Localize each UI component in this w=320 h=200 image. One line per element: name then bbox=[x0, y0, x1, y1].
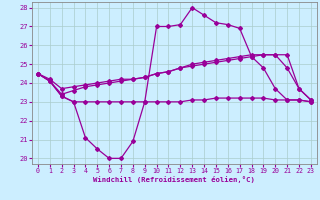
X-axis label: Windchill (Refroidissement éolien,°C): Windchill (Refroidissement éolien,°C) bbox=[93, 176, 255, 183]
